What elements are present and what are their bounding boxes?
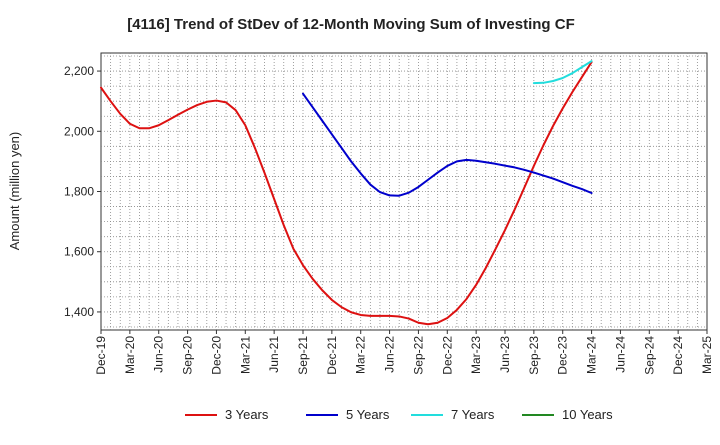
legend-label-3-years: 3 Years: [225, 407, 269, 422]
x-tick-label: Dec-24: [671, 336, 685, 375]
axis-layer: 1,400 1,600 1,800 2,000 2,200 Dec-19 Mar-20 Jun…: [64, 64, 714, 375]
y-tick-label: 2,200: [64, 64, 94, 78]
x-tick-label: Mar-20: [123, 336, 137, 374]
x-tick-label: Sep-23: [527, 336, 541, 375]
x-tick-label: Dec-21: [325, 336, 339, 375]
x-tick-label: Mar-24: [585, 336, 599, 374]
legend-label-5-years: 5 Years: [346, 407, 390, 422]
x-tick-label: Sep-20: [181, 336, 195, 375]
x-tick-label: Sep-22: [411, 336, 425, 375]
y-tick-label: 1,600: [64, 245, 94, 259]
x-tick-label: Mar-22: [354, 336, 368, 374]
x-tick-label: Dec-23: [556, 336, 570, 375]
series-line-5-years: [302, 92, 593, 197]
y-tick-label: 1,400: [64, 305, 94, 319]
series-layer: [100, 60, 593, 326]
y-tick-label: 2,000: [64, 124, 94, 138]
x-tick-label: Jun-22: [383, 336, 397, 373]
series-line-7-years: [532, 60, 593, 85]
y-tick-label: 1,800: [64, 185, 94, 199]
legend-label-7-years: 7 Years: [451, 407, 495, 422]
x-tick-label: Jun-23: [498, 336, 512, 373]
x-tick-label: Sep-21: [296, 336, 310, 375]
legend: 3 Years 5 Years 7 Years 10 Years: [185, 407, 613, 422]
x-tick-label: Dec-19: [94, 336, 108, 375]
grid-layer: [100, 52, 708, 331]
x-tick-label: Jun-21: [267, 336, 281, 373]
x-tick-label: Dec-20: [209, 336, 223, 375]
x-tick-label: Mar-25: [700, 336, 714, 374]
x-tick-label: Jun-20: [152, 336, 166, 373]
x-tick-label: Mar-23: [469, 336, 483, 374]
legend-label-10-years: 10 Years: [562, 407, 613, 422]
series-line-3-years: [100, 61, 593, 326]
x-tick-label: Jun-24: [613, 336, 627, 373]
x-tick-label: Dec-22: [440, 336, 454, 375]
x-tick-label: Mar-21: [238, 336, 252, 374]
chart-title: [4116] Trend of StDev of 12-Month Moving…: [127, 16, 575, 33]
x-tick-label: Sep-24: [642, 336, 656, 375]
y-axis-label: Amount (million yen): [7, 132, 22, 251]
